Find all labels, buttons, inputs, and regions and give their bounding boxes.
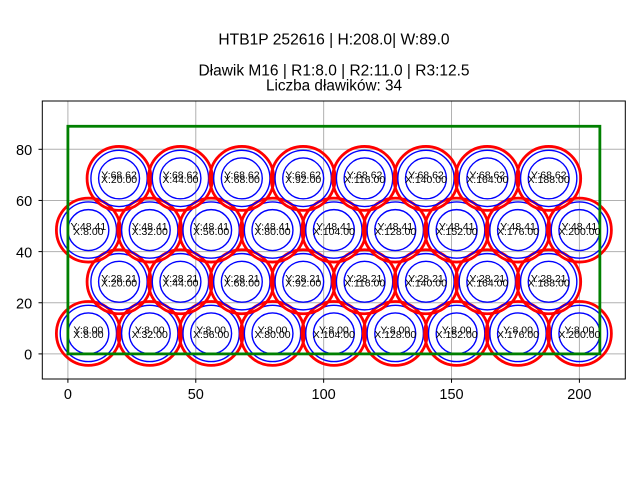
svg-text:Y:48.41: Y:48.41 [562, 221, 598, 233]
svg-text:Y:8.00: Y:8.00 [503, 325, 533, 337]
svg-text:Y:48.41: Y:48.41 [377, 221, 413, 233]
svg-text:20: 20 [16, 297, 32, 313]
svg-text:Y:8.00: Y:8.00 [135, 325, 165, 337]
svg-text:Y:68.62: Y:68.62 [285, 170, 321, 182]
svg-text:X:32.00: X:32.00 [132, 329, 168, 341]
svg-text:X:200.00: X:200.00 [558, 329, 600, 341]
svg-text:X:8.00: X:8.00 [73, 329, 104, 341]
svg-text:X:116.00: X:116.00 [344, 278, 385, 290]
svg-text:Y:28.21: Y:28.21 [408, 273, 444, 285]
svg-text:Y:8.00: Y:8.00 [196, 325, 226, 337]
svg-text:Y:28.21: Y:28.21 [101, 273, 137, 285]
svg-text:X:164.00: X:164.00 [466, 278, 508, 290]
svg-text:200: 200 [567, 387, 591, 403]
svg-text:Y:48.41: Y:48.41 [500, 221, 536, 233]
svg-text:X:140.00: X:140.00 [405, 174, 447, 186]
svg-text:Y:8.00: Y:8.00 [442, 325, 472, 337]
svg-text:Y:28.21: Y:28.21 [347, 273, 383, 285]
svg-text:Y:28.21: Y:28.21 [224, 273, 260, 285]
svg-text:50: 50 [188, 387, 204, 403]
svg-text:X:92.00: X:92.00 [285, 278, 321, 290]
svg-text:X:56.00: X:56.00 [193, 226, 229, 238]
svg-text:X:176.00: X:176.00 [497, 329, 539, 341]
svg-text:Dławik M16 | R1:8.0 | R2:11.0: Dławik M16 | R1:8.0 | R2:11.0 | R3:12.5 [198, 63, 469, 80]
svg-text:Y:28.21: Y:28.21 [163, 273, 199, 285]
svg-text:X:20.00: X:20.00 [101, 174, 137, 186]
svg-text:X:152.00: X:152.00 [436, 329, 478, 341]
svg-text:Y:48.41: Y:48.41 [71, 221, 107, 233]
svg-text:100: 100 [312, 387, 336, 403]
svg-text:X:128.00: X:128.00 [374, 226, 416, 238]
svg-text:X:80.00: X:80.00 [254, 226, 290, 238]
svg-text:X:44.00: X:44.00 [162, 174, 198, 186]
svg-text:Y:68.62: Y:68.62 [470, 170, 506, 182]
svg-text:X:8.00: X:8.00 [73, 226, 104, 238]
svg-text:Y:48.41: Y:48.41 [255, 221, 291, 233]
svg-text:Y:48.41: Y:48.41 [439, 221, 475, 233]
svg-text:X:116.00: X:116.00 [344, 174, 385, 186]
svg-text:Y:68.62: Y:68.62 [224, 170, 260, 182]
svg-text:X:128.00: X:128.00 [374, 329, 416, 341]
svg-text:X:104.00: X:104.00 [313, 226, 355, 238]
svg-text:X:152.00: X:152.00 [436, 226, 478, 238]
svg-text:60: 60 [16, 194, 32, 210]
svg-text:X:68.00: X:68.00 [224, 174, 260, 186]
svg-text:X:56.00: X:56.00 [193, 329, 229, 341]
svg-text:X:176.00: X:176.00 [497, 226, 539, 238]
svg-text:Y:68.62: Y:68.62 [101, 170, 137, 182]
svg-text:HTB1P 252616 | H:208.0| W:89.0: HTB1P 252616 | H:208.0| W:89.0 [218, 31, 450, 48]
svg-text:Y:8.00: Y:8.00 [565, 325, 595, 337]
svg-text:150: 150 [439, 387, 463, 403]
svg-text:Y:68.62: Y:68.62 [408, 170, 444, 182]
svg-text:X:44.00: X:44.00 [162, 278, 198, 290]
svg-text:Y:8.00: Y:8.00 [258, 325, 288, 337]
svg-text:Y:28.21: Y:28.21 [470, 273, 506, 285]
svg-text:Y:8.00: Y:8.00 [319, 325, 349, 337]
svg-text:Y:8.00: Y:8.00 [73, 325, 103, 337]
svg-text:X:80.00: X:80.00 [254, 329, 290, 341]
svg-text:80: 80 [16, 143, 32, 159]
svg-text:X:68.00: X:68.00 [224, 278, 260, 290]
svg-text:Y:8.00: Y:8.00 [380, 325, 410, 337]
svg-text:0: 0 [64, 387, 72, 403]
svg-text:X:164.00: X:164.00 [466, 174, 508, 186]
svg-text:X:20.00: X:20.00 [101, 278, 137, 290]
svg-text:X:188.00: X:188.00 [528, 278, 570, 290]
svg-text:40: 40 [16, 245, 32, 261]
svg-text:X:32.00: X:32.00 [132, 226, 168, 238]
svg-text:X:200.00: X:200.00 [558, 226, 600, 238]
svg-text:0: 0 [24, 348, 32, 364]
svg-text:X:188.00: X:188.00 [528, 174, 570, 186]
svg-text:Y:68.62: Y:68.62 [347, 170, 383, 182]
svg-text:Y:68.62: Y:68.62 [531, 170, 567, 182]
svg-text:Y:28.21: Y:28.21 [285, 273, 321, 285]
svg-text:X:92.00: X:92.00 [285, 174, 321, 186]
svg-text:X:104.00: X:104.00 [313, 329, 355, 341]
svg-text:Liczba dławików: 34: Liczba dławików: 34 [266, 77, 403, 94]
svg-text:Y:48.41: Y:48.41 [193, 221, 229, 233]
svg-text:X:140.00: X:140.00 [405, 278, 447, 290]
svg-text:Y:48.41: Y:48.41 [132, 221, 168, 233]
svg-text:Y:48.41: Y:48.41 [316, 221, 352, 233]
svg-text:Y:28.21: Y:28.21 [531, 273, 567, 285]
svg-text:Y:68.62: Y:68.62 [163, 170, 199, 182]
